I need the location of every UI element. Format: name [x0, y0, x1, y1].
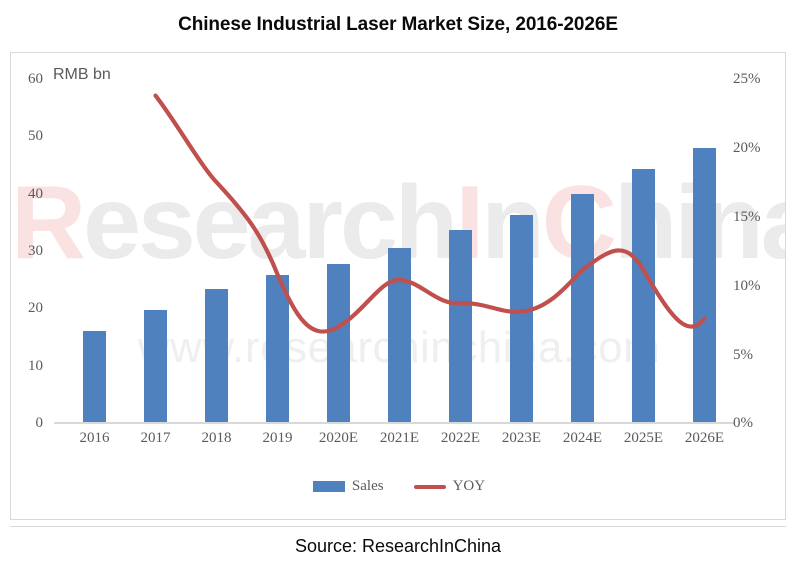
source-divider: [10, 526, 786, 571]
y-axis-tick-40: 40: [28, 186, 43, 202]
y2-axis-tick-10pct: 10%: [733, 278, 761, 294]
watermark-char-r: R: [11, 165, 86, 281]
y2-axis-tick-5pct: 5%: [733, 347, 753, 363]
bar-2025e[interactable]: [632, 169, 655, 423]
y2-axis-tick-0pct: 0%: [733, 415, 753, 431]
x-axis-tick-2016: 2016: [79, 430, 110, 446]
bar-2018[interactable]: [205, 289, 228, 423]
x-axis-tick-2026e: 2026E: [684, 430, 725, 446]
x-axis-tick-2017: 2017: [140, 430, 171, 446]
y2-axis-tick-20pct: 20%: [733, 140, 761, 156]
bar-2020e[interactable]: [327, 263, 350, 423]
y-axis-tick-50: 50: [28, 128, 43, 144]
x-axis-tick-2024e: 2024E: [562, 430, 603, 446]
x-axis-tick-2019: 2019: [262, 430, 293, 446]
x-axis-tick-2018: 2018: [201, 430, 232, 446]
legend-bar-swatch-icon: [312, 481, 345, 492]
bar-2019[interactable]: [266, 275, 289, 423]
page-title: Chinese Industrial Laser Market Size, 20…: [178, 14, 618, 35]
y-axis-tick-20: 20: [28, 300, 43, 316]
bar-2023e[interactable]: [510, 214, 533, 423]
y-axis-tick-60: 60: [28, 71, 43, 87]
x-axis-baseline: [54, 422, 734, 424]
legend-item-sales[interactable]: Sales: [312, 478, 384, 495]
x-axis-tick-2025e: 2025E: [623, 430, 664, 446]
legend-line-swatch-icon: [413, 484, 446, 489]
x-axis-tick-2022e: 2022E: [440, 430, 481, 446]
y2-axis-tick-25pct: 25%: [733, 71, 761, 87]
y-axis-tick-10: 10: [28, 358, 43, 374]
legend-label-yoy: YOY: [452, 478, 486, 494]
y2-axis-tick-15pct: 15%: [733, 209, 761, 225]
source-note: Source: ResearchInChina: [294, 536, 502, 556]
bar-2022e[interactable]: [449, 230, 472, 423]
legend-item-yoy[interactable]: YOY: [413, 478, 486, 495]
legend-label-sales: Sales: [351, 478, 384, 494]
bar-2021e[interactable]: [388, 247, 411, 423]
x-axis-tick-2023e: 2023E: [501, 430, 542, 446]
y-axis-tick-30: 30: [28, 243, 43, 259]
plot-area: ResearchInChina www.researchinchina.com …: [10, 52, 786, 520]
chart-legend: Sales YOY: [11, 478, 785, 495]
bar-2026e[interactable]: [693, 147, 716, 423]
bar-2024e[interactable]: [571, 193, 594, 423]
bar-2017[interactable]: [144, 309, 167, 423]
y-axis-unit-label: RMB bn: [53, 66, 111, 83]
y-axis-tick-0: 0: [35, 415, 44, 431]
x-axis-tick-2020e: 2020E: [318, 430, 359, 446]
bar-2016[interactable]: [83, 331, 106, 423]
x-axis-tick-2021e: 2021E: [379, 430, 420, 446]
